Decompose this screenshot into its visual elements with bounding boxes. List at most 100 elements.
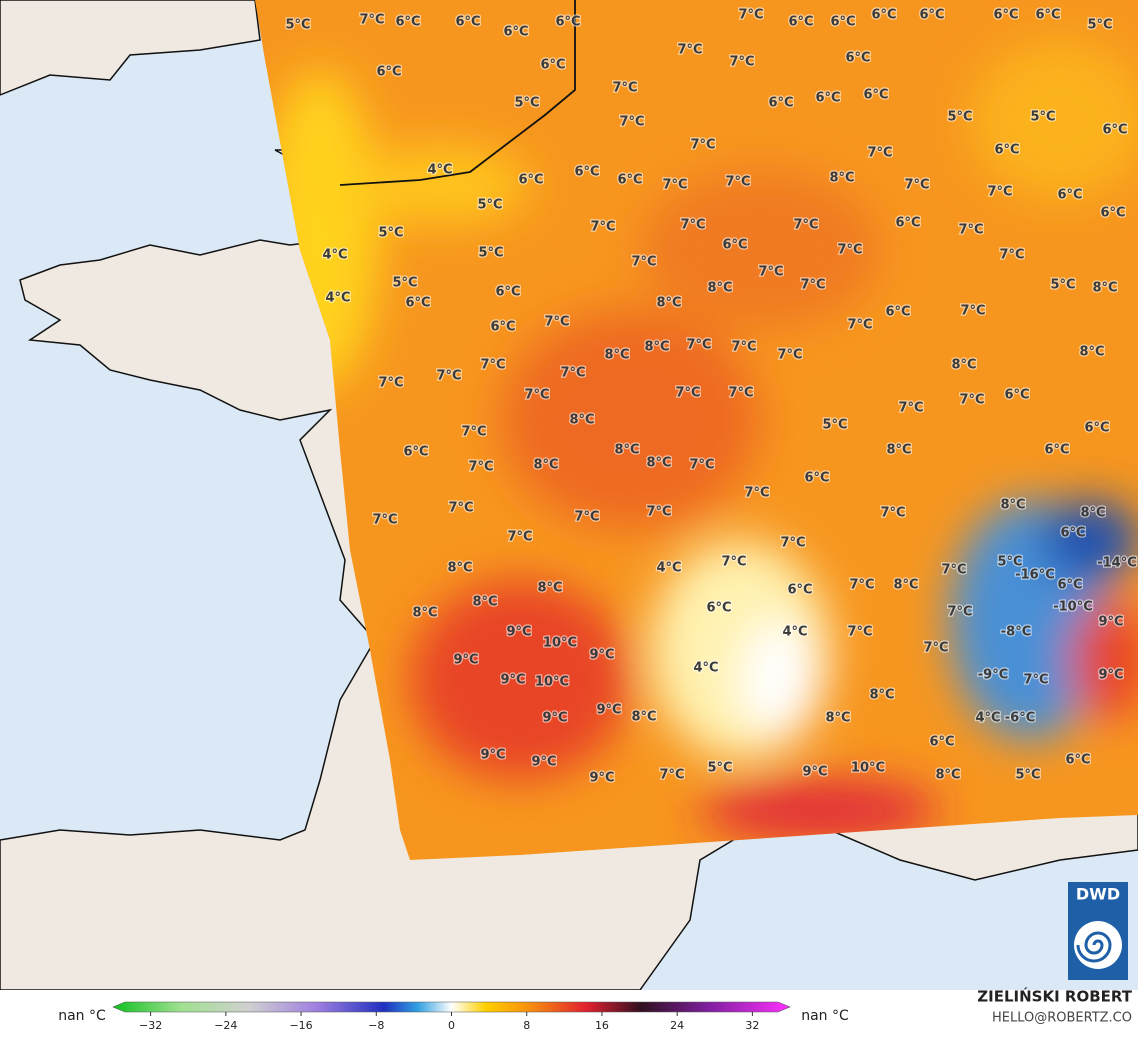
temperature-label: 8°C (951, 358, 976, 373)
temperature-label: 6°C (617, 173, 642, 188)
temperature-label: -6°C (1005, 711, 1035, 726)
temperature-label: 10°C (535, 675, 569, 690)
temperature-label: 6°C (1084, 421, 1109, 436)
temperature-label: 9°C (500, 673, 525, 688)
temperature-label: 7°C (947, 605, 972, 620)
temperature-label: 7°C (574, 510, 599, 525)
temperature-label: 7°C (524, 388, 549, 403)
temperature-labels: 5°C 6°C 7°C 6°C 6°C 6°C 6°C 6°C 5°C 7°C 7°C 7°C 7°C 6… (284, 6, 1138, 787)
temperature-label: 8°C (893, 578, 918, 593)
temperature-label: 8°C (569, 413, 594, 428)
temperature-label: 8°C (1080, 506, 1105, 521)
colorbar-tick-label: −16 (289, 1019, 312, 1032)
temperature-label: 7°C (725, 175, 750, 190)
temperature-label: 8°C (614, 443, 639, 458)
temperature-label: 5°C (392, 276, 417, 291)
temperature-label: 8°C (869, 688, 894, 703)
temperature-label: 6°C (885, 305, 910, 320)
temperature-label: 9°C (1098, 615, 1123, 630)
temperature-label: 5°C (822, 418, 847, 433)
temperature-label: 7°C (987, 185, 1012, 200)
temperature-label: 6°C (1060, 526, 1085, 541)
temperature-label: 7°C (958, 223, 983, 238)
temperature-label: 9°C (802, 765, 827, 780)
temperature-label: 6°C (830, 15, 855, 30)
temperature-label: 4°C (427, 163, 452, 178)
temperature-label: 8°C (886, 443, 911, 458)
temperature-label: 8°C (472, 595, 497, 610)
temperature-label: 6°C (574, 165, 599, 180)
temperature-label: 7°C (686, 338, 711, 353)
temperature-label: 7°C (631, 255, 656, 270)
temperature-label: 7°C (680, 218, 705, 233)
colorbar-tick-label: −24 (214, 1019, 237, 1032)
temperature-label: 8°C (537, 581, 562, 596)
temperature-label: 4°C (656, 561, 681, 576)
temperature-label: -10°C (1053, 600, 1093, 615)
credit-contact: HELLO@ROBERTZ.CO (992, 1011, 1132, 1026)
temperature-label: 9°C (589, 771, 614, 786)
uk (0, 0, 261, 96)
temperature-label: 5°C (1087, 18, 1112, 33)
temperature-label: 5°C (477, 198, 502, 213)
temperature-label: 7°C (689, 458, 714, 473)
temperature-label: 8°C (935, 768, 960, 783)
temperature-label: 7°C (372, 513, 397, 528)
temperature-label: 6°C (1004, 388, 1029, 403)
temperature-label: 6°C (1057, 188, 1082, 203)
temperature-label: 6°C (895, 216, 920, 231)
temperature-label: 4°C (693, 661, 718, 676)
temperature-label: -9°C (978, 668, 1008, 683)
footer (0, 990, 1138, 1035)
temperature-label: 7°C (359, 13, 384, 28)
temperature-label: 7°C (448, 501, 473, 516)
temperature-label: 6°C (768, 96, 793, 111)
temperature-label: 6°C (993, 8, 1018, 23)
temperature-label: 5°C (378, 226, 403, 241)
temperature-label: 6°C (455, 15, 480, 30)
temperature-label: 8°C (447, 561, 472, 576)
temperature-label: 9°C (1098, 668, 1123, 683)
temperature-label: 7°C (461, 425, 486, 440)
temperature-label: 7°C (721, 555, 746, 570)
logo-swirl (1076, 931, 1112, 963)
temperature-label: 7°C (378, 376, 403, 391)
temperature-field (255, 0, 1138, 860)
temperature-label: 8°C (533, 458, 558, 473)
temperature-label: 6°C (804, 471, 829, 486)
temperature-label: 8°C (829, 171, 854, 186)
temperature-label: 8°C (707, 281, 732, 296)
temperature-label: 7°C (941, 563, 966, 578)
temperature-label: 5°C (997, 555, 1022, 570)
temperature-label: 10°C (851, 761, 885, 776)
temperature-label: 7°C (999, 248, 1024, 263)
temperature-label: 7°C (898, 401, 923, 416)
temperature-label: 5°C (514, 96, 539, 111)
temperature-label: 8°C (656, 296, 681, 311)
temperature-label: 7°C (1023, 673, 1048, 688)
temperature-label: 7°C (849, 578, 874, 593)
temperature-label: 9°C (531, 755, 556, 770)
temperature-label: 6°C (395, 15, 420, 30)
temperature-label: 6°C (1057, 578, 1082, 593)
temperature-label: 7°C (867, 146, 892, 161)
temperature-label: 7°C (728, 386, 753, 401)
temperature-label: 7°C (847, 625, 872, 640)
temperature-label: 6°C (1065, 753, 1090, 768)
temperature-label: 4°C (325, 291, 350, 306)
temperature-label: 7°C (436, 369, 461, 384)
temperature-label: 5°C (1050, 278, 1075, 293)
temperature-label: 7°C (744, 486, 769, 501)
temperature-label: 6°C (1044, 443, 1069, 458)
temperature-label: 7°C (960, 304, 985, 319)
temperature-label: 6°C (405, 296, 430, 311)
temperature-label: -14°C (1097, 556, 1137, 571)
temperature-label: 5°C (707, 761, 732, 776)
temperature-label: 8°C (1000, 498, 1025, 513)
temperature-label: 7°C (590, 220, 615, 235)
temperature-label: 7°C (690, 138, 715, 153)
temperature-label: 7°C (793, 218, 818, 233)
temperature-label: 7°C (675, 386, 700, 401)
temperature-label: 7°C (646, 505, 671, 520)
